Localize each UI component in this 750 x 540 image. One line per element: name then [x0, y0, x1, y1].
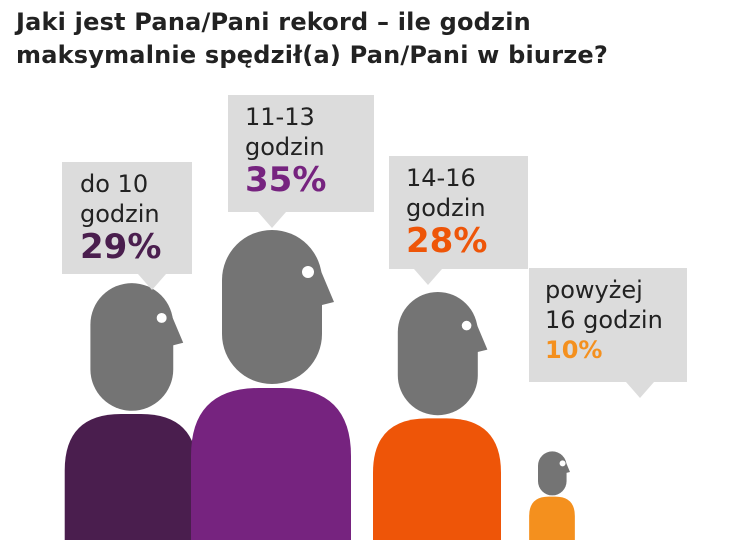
category-label-line-4-1: powyżej [545, 276, 643, 304]
value-label-3: 28% [406, 221, 487, 261]
person-eye-2 [302, 266, 314, 278]
bubble-tail-4 [626, 382, 654, 398]
bubble-box-1 [62, 162, 192, 274]
person-body-1 [64, 414, 198, 540]
category-label-line-1-1: do 10 [80, 170, 148, 198]
person-nose-4 [565, 461, 570, 474]
title-line-2: maksymalnie spędził(a) Pan/Pani w biurze… [16, 41, 609, 69]
title-line-1: Jaki jest Pana/Pani rekord – ile godzin [16, 8, 531, 36]
bubble-tail-1 [138, 274, 166, 290]
value-label-2: 35% [245, 160, 326, 200]
bubble-box-3 [389, 156, 528, 269]
person-head-1 [90, 283, 174, 411]
person-body-4 [529, 496, 575, 540]
category-label-line-2-1: 11-13 [245, 103, 315, 131]
category-label-line-1-2: godzin [80, 200, 160, 228]
bubble-box-4 [529, 268, 687, 382]
person-nose-1 [169, 311, 184, 347]
person-body-3 [373, 418, 501, 540]
person-eye-4 [559, 460, 566, 467]
person-eye-3 [461, 320, 472, 331]
category-label-line-4-2: 16 godzin [545, 306, 663, 334]
person-eye-1 [156, 312, 167, 323]
value-label-1: 29% [80, 227, 161, 267]
person-figure-2 [191, 230, 351, 540]
bubble-box-2 [228, 95, 374, 212]
category-label-line-3-2: godzin [406, 194, 486, 222]
person-head-3 [397, 292, 478, 416]
person-head-4 [538, 451, 567, 496]
person-figure-1 [64, 283, 198, 540]
value-label-4: 10% [545, 336, 602, 364]
person-body-2 [191, 388, 351, 540]
bubble-tail-3 [414, 269, 442, 285]
person-nose-3 [474, 319, 488, 353]
category-label-line-3-1: 14-16 [406, 164, 476, 192]
person-figure-3 [373, 292, 501, 540]
person-nose-2 [318, 264, 334, 306]
category-label-line-2-2: godzin [245, 133, 325, 161]
bubble-tail-2 [258, 212, 286, 228]
person-head-2 [222, 230, 322, 384]
person-figure-4 [529, 451, 575, 540]
chart-title: Jaki jest Pana/Pani rekord – ile godzin … [16, 6, 736, 72]
